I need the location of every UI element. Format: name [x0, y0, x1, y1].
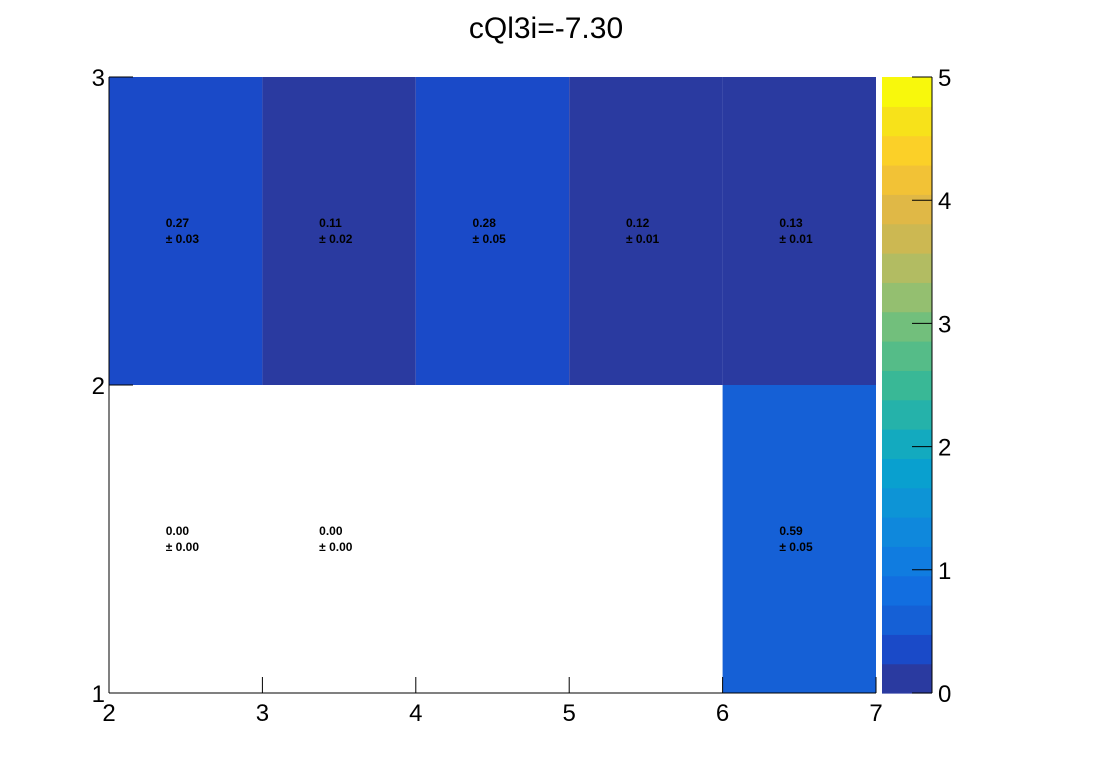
colorbar-segment: [882, 575, 932, 606]
x-tick-label: 3: [256, 700, 269, 727]
colorbar-segment: [882, 458, 932, 489]
colorbar-segment: [882, 282, 932, 313]
colorbar-segment: [882, 77, 932, 107]
cell-error-label: ± 0.01: [779, 232, 813, 246]
cell-value-label: 0.13: [779, 216, 803, 230]
colorbar-segment: [882, 253, 932, 283]
cell-error-label: ± 0.05: [473, 232, 507, 246]
colorbar-segment: [882, 370, 932, 401]
colorbar-segment: [882, 663, 932, 694]
cell-error-label: ± 0.02: [319, 232, 353, 246]
cell-error-label: ± 0.03: [166, 232, 200, 246]
y-tick-label: 3: [92, 65, 105, 92]
heatmap-cell: [722, 77, 876, 385]
heatmap-cell: [722, 385, 876, 693]
cell-value-label: 0.00: [166, 524, 190, 538]
cell-value-label: 0.27: [166, 216, 190, 230]
colorbar-tick-label: 5: [938, 65, 951, 92]
cell-value-label: 0.28: [473, 216, 497, 230]
colorbar-segment: [882, 223, 932, 254]
cell-value-label: 0.59: [779, 524, 803, 538]
colorbar-segment: [882, 135, 932, 166]
cell-error-label: ± 0.01: [626, 232, 660, 246]
x-tick-label: 6: [716, 700, 729, 727]
heatmap-cell: [262, 77, 416, 385]
x-tick-label: 5: [563, 700, 576, 727]
x-tick-label: 7: [869, 700, 882, 727]
cell-error-label: ± 0.00: [166, 540, 200, 554]
cell-value-label: 0.11: [319, 216, 342, 230]
cell-labels: 0.27 ± 0.03 0.11 ± 0.02 0.28 ± 0.05 0.12 ± 0.01…: [166, 216, 813, 554]
colorbar-segment: [882, 341, 932, 371]
heatmap-cell: [415, 77, 570, 385]
colorbar-tick-label: 2: [938, 435, 951, 462]
colorbar-segment: [882, 605, 932, 635]
heatmap-cell: [109, 77, 263, 385]
y-tick-label: 1: [92, 681, 105, 708]
colorbar-segment: [882, 165, 932, 195]
color-scale-bar: 0 1 2 3 4 5: [882, 65, 951, 708]
chart-title: cQl3i=-7.30: [469, 12, 623, 45]
colorbar-segment: [882, 311, 932, 342]
colorbar-tick-label: 4: [938, 188, 951, 215]
colorbar-segment: [882, 194, 932, 225]
colorbar-segment: [882, 106, 932, 137]
x-tick-label: 4: [409, 700, 422, 727]
colorbar-tick-label: 3: [938, 311, 951, 338]
cell-error-label: ± 0.00: [319, 540, 353, 554]
colorbar-segment: [882, 399, 932, 430]
colorbar-tick-label: 1: [938, 558, 951, 585]
colorbar-segment: [882, 634, 932, 665]
colorbar-segment: [882, 429, 932, 459]
colorbar-segment: [882, 546, 932, 577]
colorbar-segment: [882, 487, 932, 518]
cell-error-label: ± 0.05: [779, 540, 813, 554]
cell-value-label: 0.00: [319, 524, 343, 538]
cell-value-label: 0.12: [626, 216, 650, 230]
heatmap-cell: [569, 77, 723, 385]
colorbar-segment: [882, 517, 932, 547]
y-tick-label: 2: [92, 373, 105, 400]
colorbar-tick-label: 0: [938, 681, 951, 708]
x-tick-label: 2: [102, 700, 115, 727]
heatmap-cells: [109, 77, 876, 693]
